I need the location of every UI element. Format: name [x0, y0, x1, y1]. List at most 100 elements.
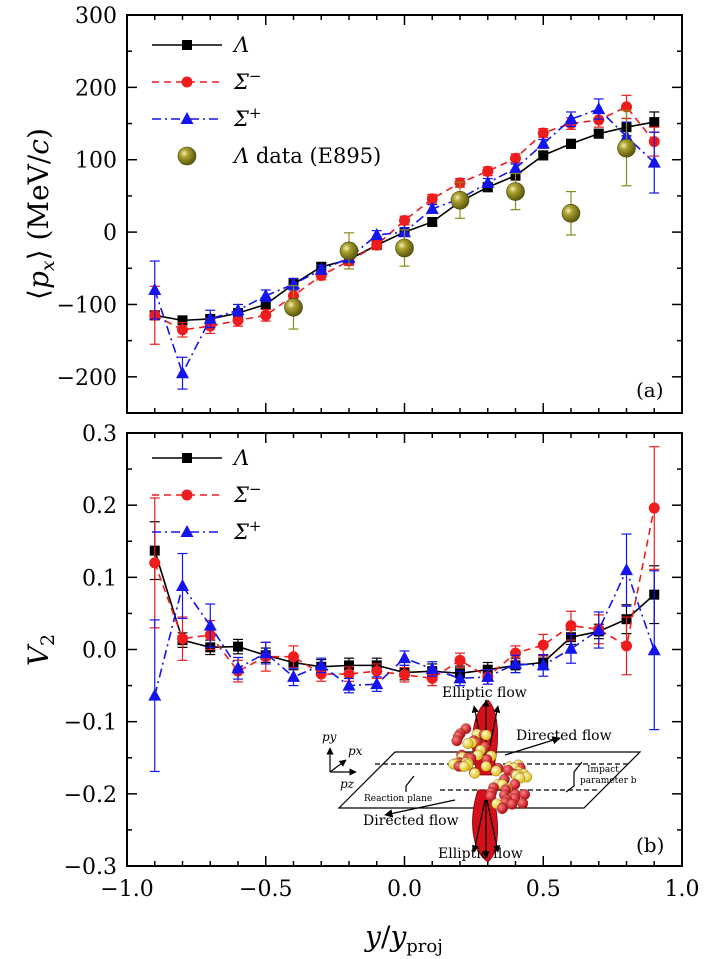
collision-schematic-inset: py px pz Elliptic flow Elliptic flow Dir… [322, 685, 642, 863]
panel-b-y-tick-label: 0.2 [82, 494, 117, 519]
panel-a-data-point [509, 161, 522, 174]
panel-a-data-point [314, 262, 328, 275]
panel-b-y-tick-label: 0.0 [82, 639, 117, 664]
panel-a-data-point [284, 298, 303, 317]
panel-a-data-point [482, 165, 494, 177]
panel-a-data-point [425, 201, 439, 214]
nucleon [480, 729, 492, 741]
panel-a-data-point [176, 366, 189, 379]
panel-a-series-3 [284, 109, 636, 330]
panel-a-ticks: −200 −100 0 100 200 300 [57, 4, 683, 414]
panel-a-data-point [647, 155, 661, 168]
panel-b-data-point [149, 557, 161, 569]
panel-b-data-point [509, 656, 522, 669]
nucleus-left [448, 723, 497, 779]
panel-a-data-point [260, 309, 272, 321]
panel-b-data-point [454, 654, 466, 666]
panel-a-data-point [621, 101, 632, 113]
panel-a-y-tick-label: 100 [75, 149, 117, 174]
panel-b: −1.0 −0.5 0.0 0.5 1.0 −0.3 −0.2 −0.1 0.0 0.1 0.2 0.… [64, 422, 700, 902]
panel-b-series [148, 446, 661, 773]
nucleon [490, 765, 502, 777]
impact-parameter-bracket [565, 761, 583, 793]
nucleon [496, 803, 508, 814]
panel-a-data-point [593, 114, 605, 126]
elliptic-arrow-down-1 [471, 799, 486, 853]
panel-b-data-point [621, 640, 632, 652]
panel-b-legend-marker [181, 489, 193, 501]
px-axis-arrow [329, 759, 347, 773]
panel-a-y-tick-label: 300 [75, 4, 117, 29]
panel-a-legend-label: Λ [232, 33, 249, 57]
x-axis-title: y/yproj [363, 920, 443, 957]
panel-b-data-point [647, 643, 661, 656]
panel-a-data-point [371, 239, 383, 251]
x-tick-label: 0.0 [387, 877, 422, 902]
panel-b-data-point [148, 688, 162, 701]
nucleon [506, 798, 518, 810]
panel-b-data-point [233, 641, 243, 652]
panel-a-data-point [259, 288, 273, 301]
panel-b-data-point [453, 671, 467, 684]
panel-a-data-point [395, 238, 414, 258]
panel-b-data-point [398, 651, 411, 664]
left-bracket [405, 775, 415, 792]
nucleon [462, 738, 474, 749]
panel-b-data-point [592, 623, 606, 636]
panel-a-y-tick-label: 0 [103, 221, 117, 246]
directed-flow-label-left: Directed flow [363, 813, 459, 829]
directed-flow-label-right: Directed flow [516, 728, 612, 744]
panel-a-legend-label: Λ data (E895) [232, 144, 381, 168]
panel-a: −200 −100 0 100 200 300 Λ Σ− Σ+ Λ data (E895) (a… [57, 4, 683, 414]
panel-a-data-point [426, 193, 438, 205]
panel-b-data-point [536, 658, 550, 671]
panel-b-series-1 [149, 446, 660, 687]
panel-b-data-point [231, 661, 245, 674]
panel-a-legend: Λ Σ− Σ+ Λ data (E895) [152, 33, 381, 168]
directed-flow-arrow-right [504, 736, 561, 756]
panel-a-legend-marker [181, 76, 193, 88]
panel-b-data-point [425, 661, 439, 674]
panel-b-data-point [399, 669, 410, 681]
nucleon [469, 767, 481, 779]
panel-b-data-point [259, 646, 273, 659]
panel-a-series [148, 94, 661, 390]
panel-a-data-point [427, 216, 438, 227]
x-tick-label: 1.0 [665, 877, 700, 902]
panel-a-data-point [593, 128, 604, 139]
panel-b-data-point [287, 669, 300, 682]
x-tick-label: −0.5 [239, 877, 292, 902]
px-label: px [348, 744, 363, 758]
panel-a-data-point [177, 315, 188, 326]
panel-b-data-point [288, 651, 299, 663]
panel-a-legend-marker [177, 146, 197, 166]
panel-b-data-point [343, 668, 355, 680]
panel-b-data-point [370, 677, 384, 690]
panel-a-data-point [481, 175, 495, 188]
panel-b-data-point [564, 641, 578, 654]
panel-a-data-point [617, 138, 636, 158]
panel-b-data-point [203, 618, 217, 631]
panel-b-data-point [342, 678, 356, 691]
panel-a-data-point [450, 190, 470, 210]
panel-b-legend-label: Λ [232, 446, 249, 470]
nucleon [480, 760, 492, 772]
panel-b-y-axis-title: V2 [22, 634, 59, 666]
panel-a-data-point [339, 241, 359, 261]
x-tick-label: −1.0 [100, 877, 153, 902]
pz-label: pz [340, 777, 355, 791]
panel-a-legend-marker [180, 112, 194, 124]
reaction-plane-label: Reaction plane [364, 794, 432, 804]
panel-b-legend-marker [180, 525, 194, 537]
nucleon [485, 790, 497, 802]
reaction-plane-shape [337, 751, 642, 809]
panel-b-series-2 [148, 533, 661, 773]
nucleus-right [485, 759, 533, 814]
x-tick-label: 0.5 [526, 877, 561, 902]
panel-b-legend-marker [182, 453, 192, 463]
panel-b-ticks: −1.0 −0.5 0.0 0.5 1.0 −0.3 −0.2 −0.1 0.0 0.1 0.2 0.… [64, 422, 700, 902]
panel-a-data-point [370, 227, 384, 240]
panel-a-y-tick-label: −100 [57, 293, 117, 318]
panel-b-y-tick-label: −0.3 [64, 855, 117, 880]
